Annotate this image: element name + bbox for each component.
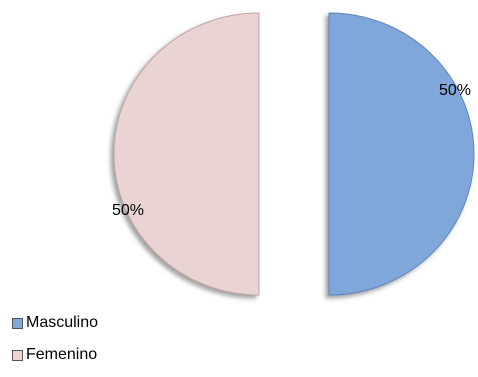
pie-slice-femenino [113,12,260,296]
legend-swatch-femenino [12,349,23,361]
chart-legend: Masculino Femenino [12,313,98,377]
data-label-femenino: 50% [112,202,144,219]
legend-item-masculino: Masculino [12,313,98,333]
pie-slice-masculino [328,12,475,296]
legend-label-femenino: Femenino [26,346,98,363]
pie-data-labels: 50% 50% [112,82,471,219]
data-label-masculino: 50% [439,82,471,99]
legend-item-femenino: Femenino [12,345,98,365]
pie-slices [113,12,475,296]
legend-label-masculino: Masculino [26,314,99,331]
legend-swatch-masculino [12,317,23,329]
